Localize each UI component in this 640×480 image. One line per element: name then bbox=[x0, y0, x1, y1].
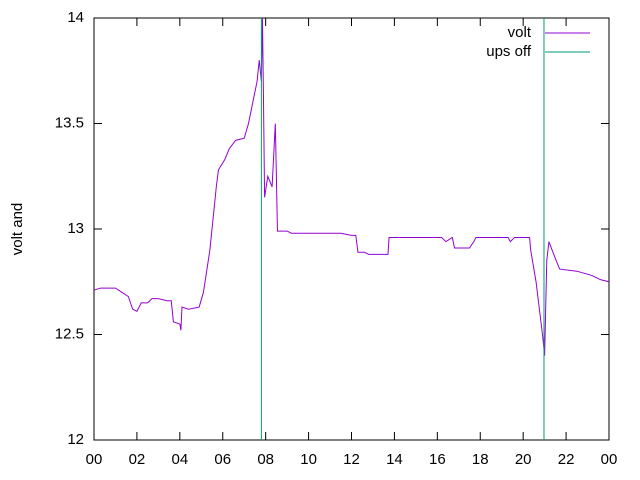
x-tick-label: 20 bbox=[515, 451, 532, 468]
y-tick-label: 12.5 bbox=[55, 325, 84, 342]
series-line bbox=[260, 18, 545, 440]
legend-label: ups off bbox=[486, 43, 532, 60]
legend-label: volt bbox=[508, 24, 532, 41]
series-line bbox=[93, 17, 610, 356]
x-tick-label: 00 bbox=[86, 451, 103, 468]
x-tick-label: 14 bbox=[386, 451, 403, 468]
x-tick-label: 00 bbox=[601, 451, 618, 468]
x-tick-label: 12 bbox=[343, 451, 360, 468]
x-tick-label: 06 bbox=[214, 451, 231, 468]
y-tick-label: 13 bbox=[67, 220, 84, 237]
y-tick-label: 12 bbox=[67, 431, 84, 448]
x-tick-label: 02 bbox=[129, 451, 146, 468]
y-tick-label: 13.5 bbox=[55, 114, 84, 131]
plot-frame bbox=[93, 17, 610, 441]
x-tick-label: 22 bbox=[558, 451, 575, 468]
x-tick-label: 08 bbox=[257, 451, 274, 468]
x-tick-label: 04 bbox=[171, 451, 188, 468]
y-axis-label: volt and bbox=[9, 203, 26, 256]
x-tick-label: 10 bbox=[300, 451, 317, 468]
x-tick-label: 18 bbox=[472, 451, 489, 468]
x-tick-label: 16 bbox=[429, 451, 446, 468]
y-tick-label: 14 bbox=[67, 9, 84, 26]
